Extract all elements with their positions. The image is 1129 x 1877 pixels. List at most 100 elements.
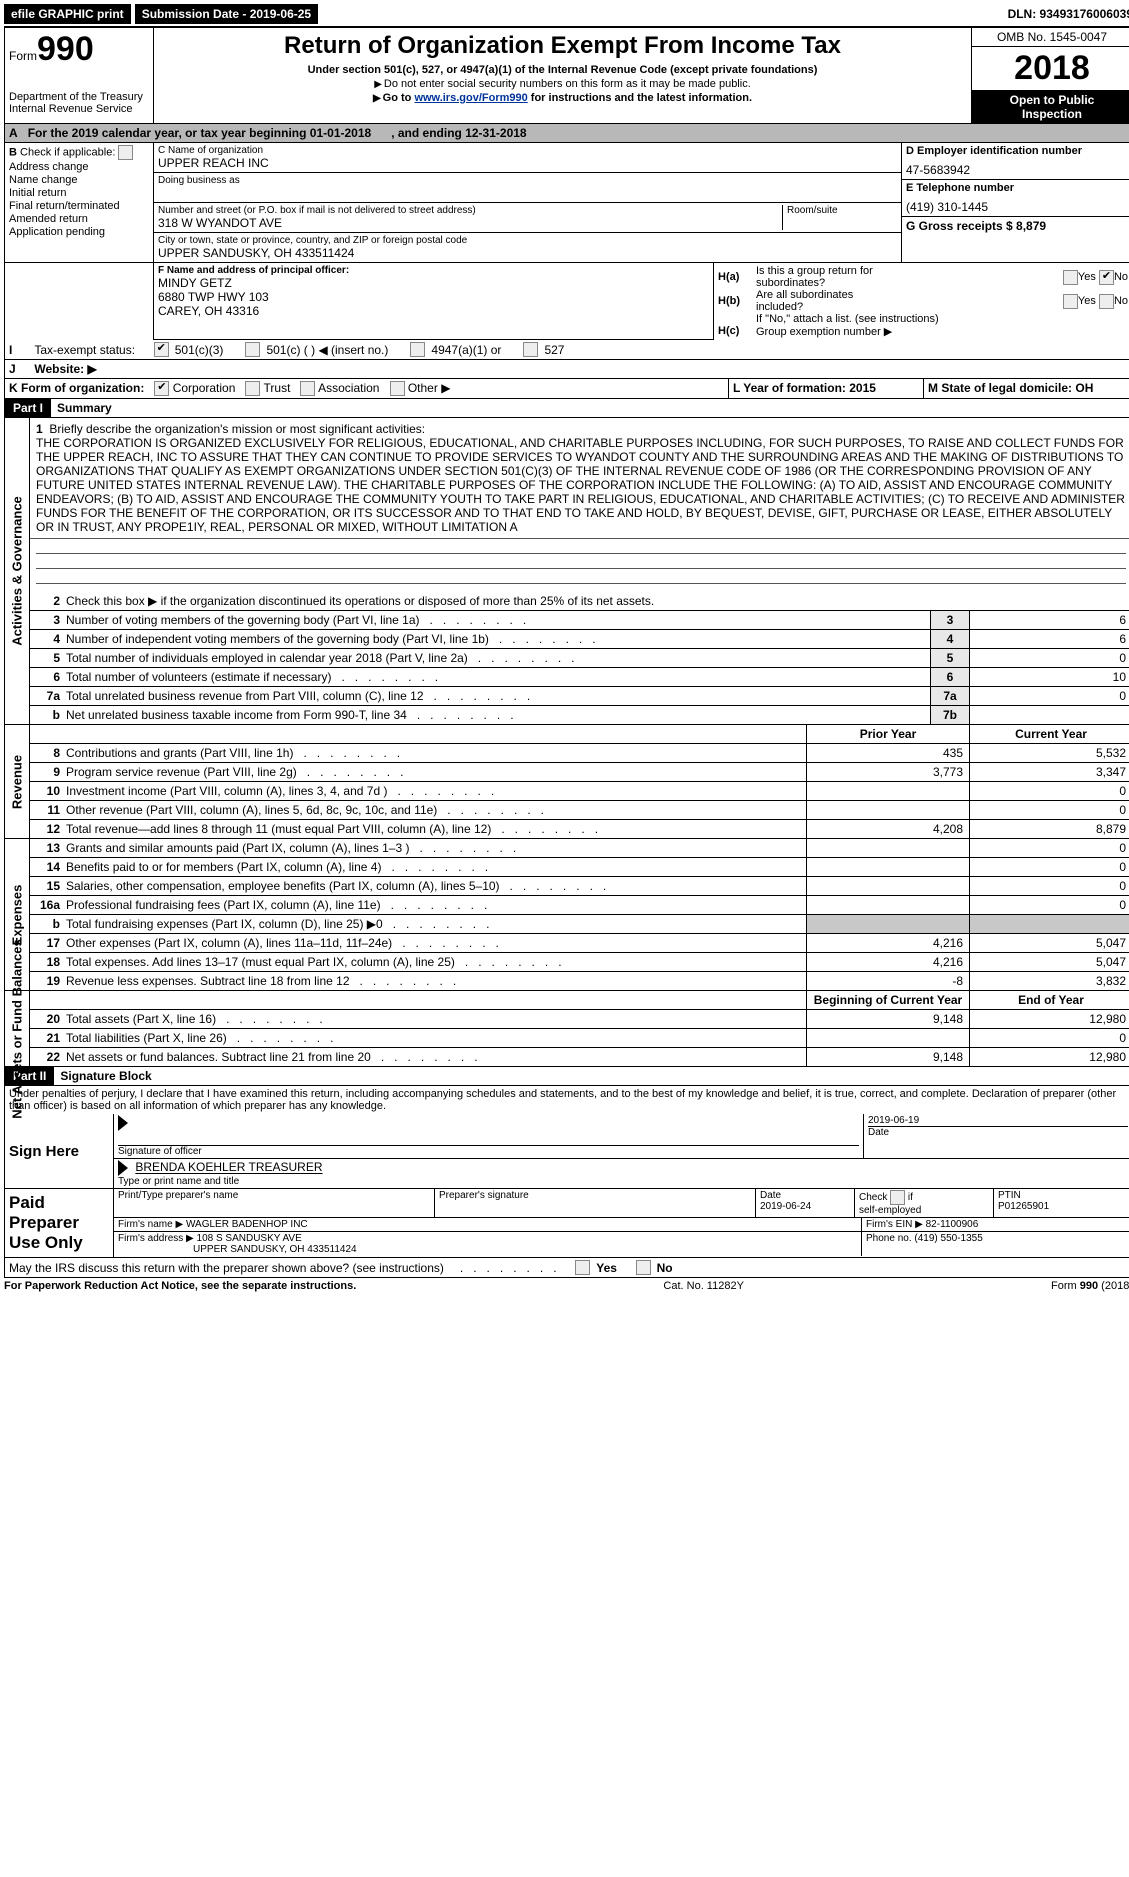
table-row: 4Number of independent voting members of… — [30, 630, 1129, 649]
ein-value: 47-5683942 — [906, 163, 1128, 177]
dln: DLN: 93493176006039 — [1008, 7, 1129, 21]
vtab-governance: Activities & Governance — [10, 497, 25, 647]
part-i-label: Part I — [5, 399, 51, 417]
org-name: UPPER REACH INC — [158, 156, 897, 170]
check-self: Check ifself-employed — [859, 1192, 921, 1216]
i-4947-chk[interactable] — [410, 342, 425, 357]
b-addr-change: Address change — [9, 161, 89, 173]
table-row: 10Investment income (Part VIII, column (… — [30, 782, 1129, 801]
sig-officer-label: Signature of officer — [118, 1145, 859, 1157]
discuss-yes: Yes — [596, 1261, 617, 1275]
form-header: Form990 Department of the Treasury Inter… — [4, 26, 1129, 124]
blank-line-3 — [36, 569, 1126, 584]
i-opt3: 527 — [544, 343, 564, 357]
k-trust-chk[interactable] — [245, 381, 260, 396]
col-prior: Prior Year — [806, 725, 969, 743]
i-opt2: 4947(a)(1) or — [431, 343, 501, 357]
k-opt3: Other ▶ — [408, 381, 451, 395]
i-text: Tax-exempt status: — [34, 343, 135, 357]
k-opt0: Corporation — [173, 381, 236, 395]
officer-name: MINDY GETZ — [158, 276, 709, 290]
block-bcde: B Check if applicable: Address change Na… — [4, 143, 1129, 262]
blank-line-1 — [36, 539, 1126, 554]
ha-no-chk[interactable] — [1099, 270, 1114, 285]
q2-text: Check this box ▶ if the organization dis… — [66, 594, 654, 608]
part-ii-title: Signature Block — [54, 1067, 157, 1085]
efile-button[interactable]: efile GRAPHIC print — [4, 4, 131, 24]
footer-left: For Paperwork Reduction Act Notice, see … — [4, 1280, 356, 1292]
hb-yes: Yes — [1078, 295, 1096, 307]
col-begin: Beginning of Current Year — [806, 991, 969, 1009]
chk-applicable[interactable] — [118, 145, 133, 160]
col-end: End of Year — [969, 991, 1129, 1009]
ha-no: No — [1114, 271, 1128, 283]
tri-icon — [118, 1115, 128, 1131]
tri-icon-2 — [118, 1160, 128, 1176]
table-row: 3Number of voting members of the governi… — [30, 611, 1129, 630]
table-row: 11Other revenue (Part VIII, column (A), … — [30, 801, 1129, 820]
k-assoc-chk[interactable] — [300, 381, 315, 396]
k-other-chk[interactable] — [390, 381, 405, 396]
row-i: I Tax-exempt status: 501(c)(3) 501(c) ( … — [4, 340, 1129, 360]
firm-addr-label: Firm's address ▶ — [118, 1233, 194, 1244]
otp-2: Inspection — [1022, 107, 1082, 121]
label-i: I — [9, 343, 12, 357]
form-number: 990 — [37, 30, 94, 68]
type-name-label: Type or print name and title — [118, 1176, 1128, 1187]
table-row: bNet unrelated business taxable income f… — [30, 706, 1129, 724]
i-opt0: 501(c)(3) — [175, 343, 224, 357]
city-label: City or town, state or province, country… — [158, 235, 897, 246]
table-row: 16aProfessional fundraising fees (Part I… — [30, 896, 1129, 915]
hb-yes-chk[interactable] — [1063, 294, 1078, 309]
ptin-value: P01265901 — [998, 1201, 1049, 1212]
table-row: 21Total liabilities (Part X, line 26)0 — [30, 1029, 1129, 1048]
self-employed-chk[interactable] — [890, 1190, 905, 1205]
label-b: B — [9, 146, 17, 158]
tax-year: 2018 — [972, 47, 1129, 91]
b-name-change: Name change — [9, 174, 78, 186]
discuss-no-chk[interactable] — [636, 1260, 651, 1275]
room-label: Room/suite — [787, 205, 897, 216]
blank-line-2 — [36, 554, 1126, 569]
k-opt1: Trust — [264, 381, 291, 395]
hb-no-chk[interactable] — [1099, 294, 1114, 309]
q1-num: 1 — [36, 422, 43, 436]
row-klm: K Form of organization: Corporation Trus… — [4, 379, 1129, 399]
k-opt2: Association — [318, 381, 379, 395]
firm-ein: 82-1100906 — [926, 1219, 979, 1230]
irs-link[interactable]: www.irs.gov/Form990 — [414, 92, 527, 104]
discuss-no: No — [657, 1261, 673, 1275]
discuss-yes-chk[interactable] — [575, 1260, 590, 1275]
prep-date: 2019-06-24 — [760, 1201, 811, 1212]
irs-discuss-row: May the IRS discuss this return with the… — [4, 1258, 1129, 1278]
b-initial: Initial return — [9, 187, 66, 199]
e-phone-label: E Telephone number — [906, 182, 1128, 194]
firm-phone-label: Phone no. — [866, 1233, 912, 1244]
officer-addr2: CAREY, OH 43316 — [158, 304, 709, 318]
table-row: 12Total revenue—add lines 8 through 11 (… — [30, 820, 1129, 838]
dept-irs: Internal Revenue Service — [9, 103, 149, 115]
sign-here-label: Sign Here — [5, 1114, 113, 1188]
i-501c-chk[interactable] — [245, 342, 260, 357]
section-netassets: Net Assets or Fund Balances Beginning of… — [4, 991, 1129, 1067]
row-a-text1: For the 2019 calendar year, or tax year … — [28, 126, 372, 140]
j-text: Website: ▶ — [34, 362, 96, 376]
firm-name-label: Firm's name ▶ — [118, 1219, 183, 1230]
label-j: J — [9, 362, 16, 376]
i-527-chk[interactable] — [523, 342, 538, 357]
i-501c3-chk[interactable] — [154, 342, 169, 357]
mission-text: THE CORPORATION IS ORGANIZED EXCLUSIVELY… — [36, 436, 1125, 534]
l-year: L Year of formation: 2015 — [728, 379, 917, 398]
city-state-zip: UPPER SANDUSKY, OH 433511424 — [158, 246, 897, 260]
vtab-netassets: Net Assets or Fund Balances — [10, 939, 25, 1118]
k-corp-chk[interactable] — [154, 381, 169, 396]
footer-right: Form 990 (2018) — [1051, 1280, 1129, 1292]
ha-yes-chk[interactable] — [1063, 270, 1078, 285]
sig-date-val: 2019-06-19 — [868, 1115, 1128, 1126]
table-row: 18Total expenses. Add lines 13–17 (must … — [30, 953, 1129, 972]
submission-date: Submission Date - 2019-06-25 — [135, 4, 318, 24]
table-row: 17Other expenses (Part IX, column (A), l… — [30, 934, 1129, 953]
f-label: F Name and address of principal officer: — [158, 265, 349, 276]
firm-phone: (419) 550-1355 — [914, 1233, 982, 1244]
vtab-expenses: Expenses — [10, 884, 25, 945]
